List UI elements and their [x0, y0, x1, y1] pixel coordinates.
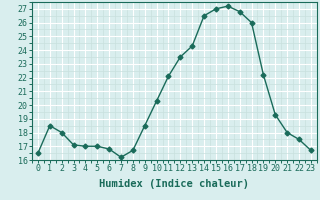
X-axis label: Humidex (Indice chaleur): Humidex (Indice chaleur) — [100, 179, 249, 189]
